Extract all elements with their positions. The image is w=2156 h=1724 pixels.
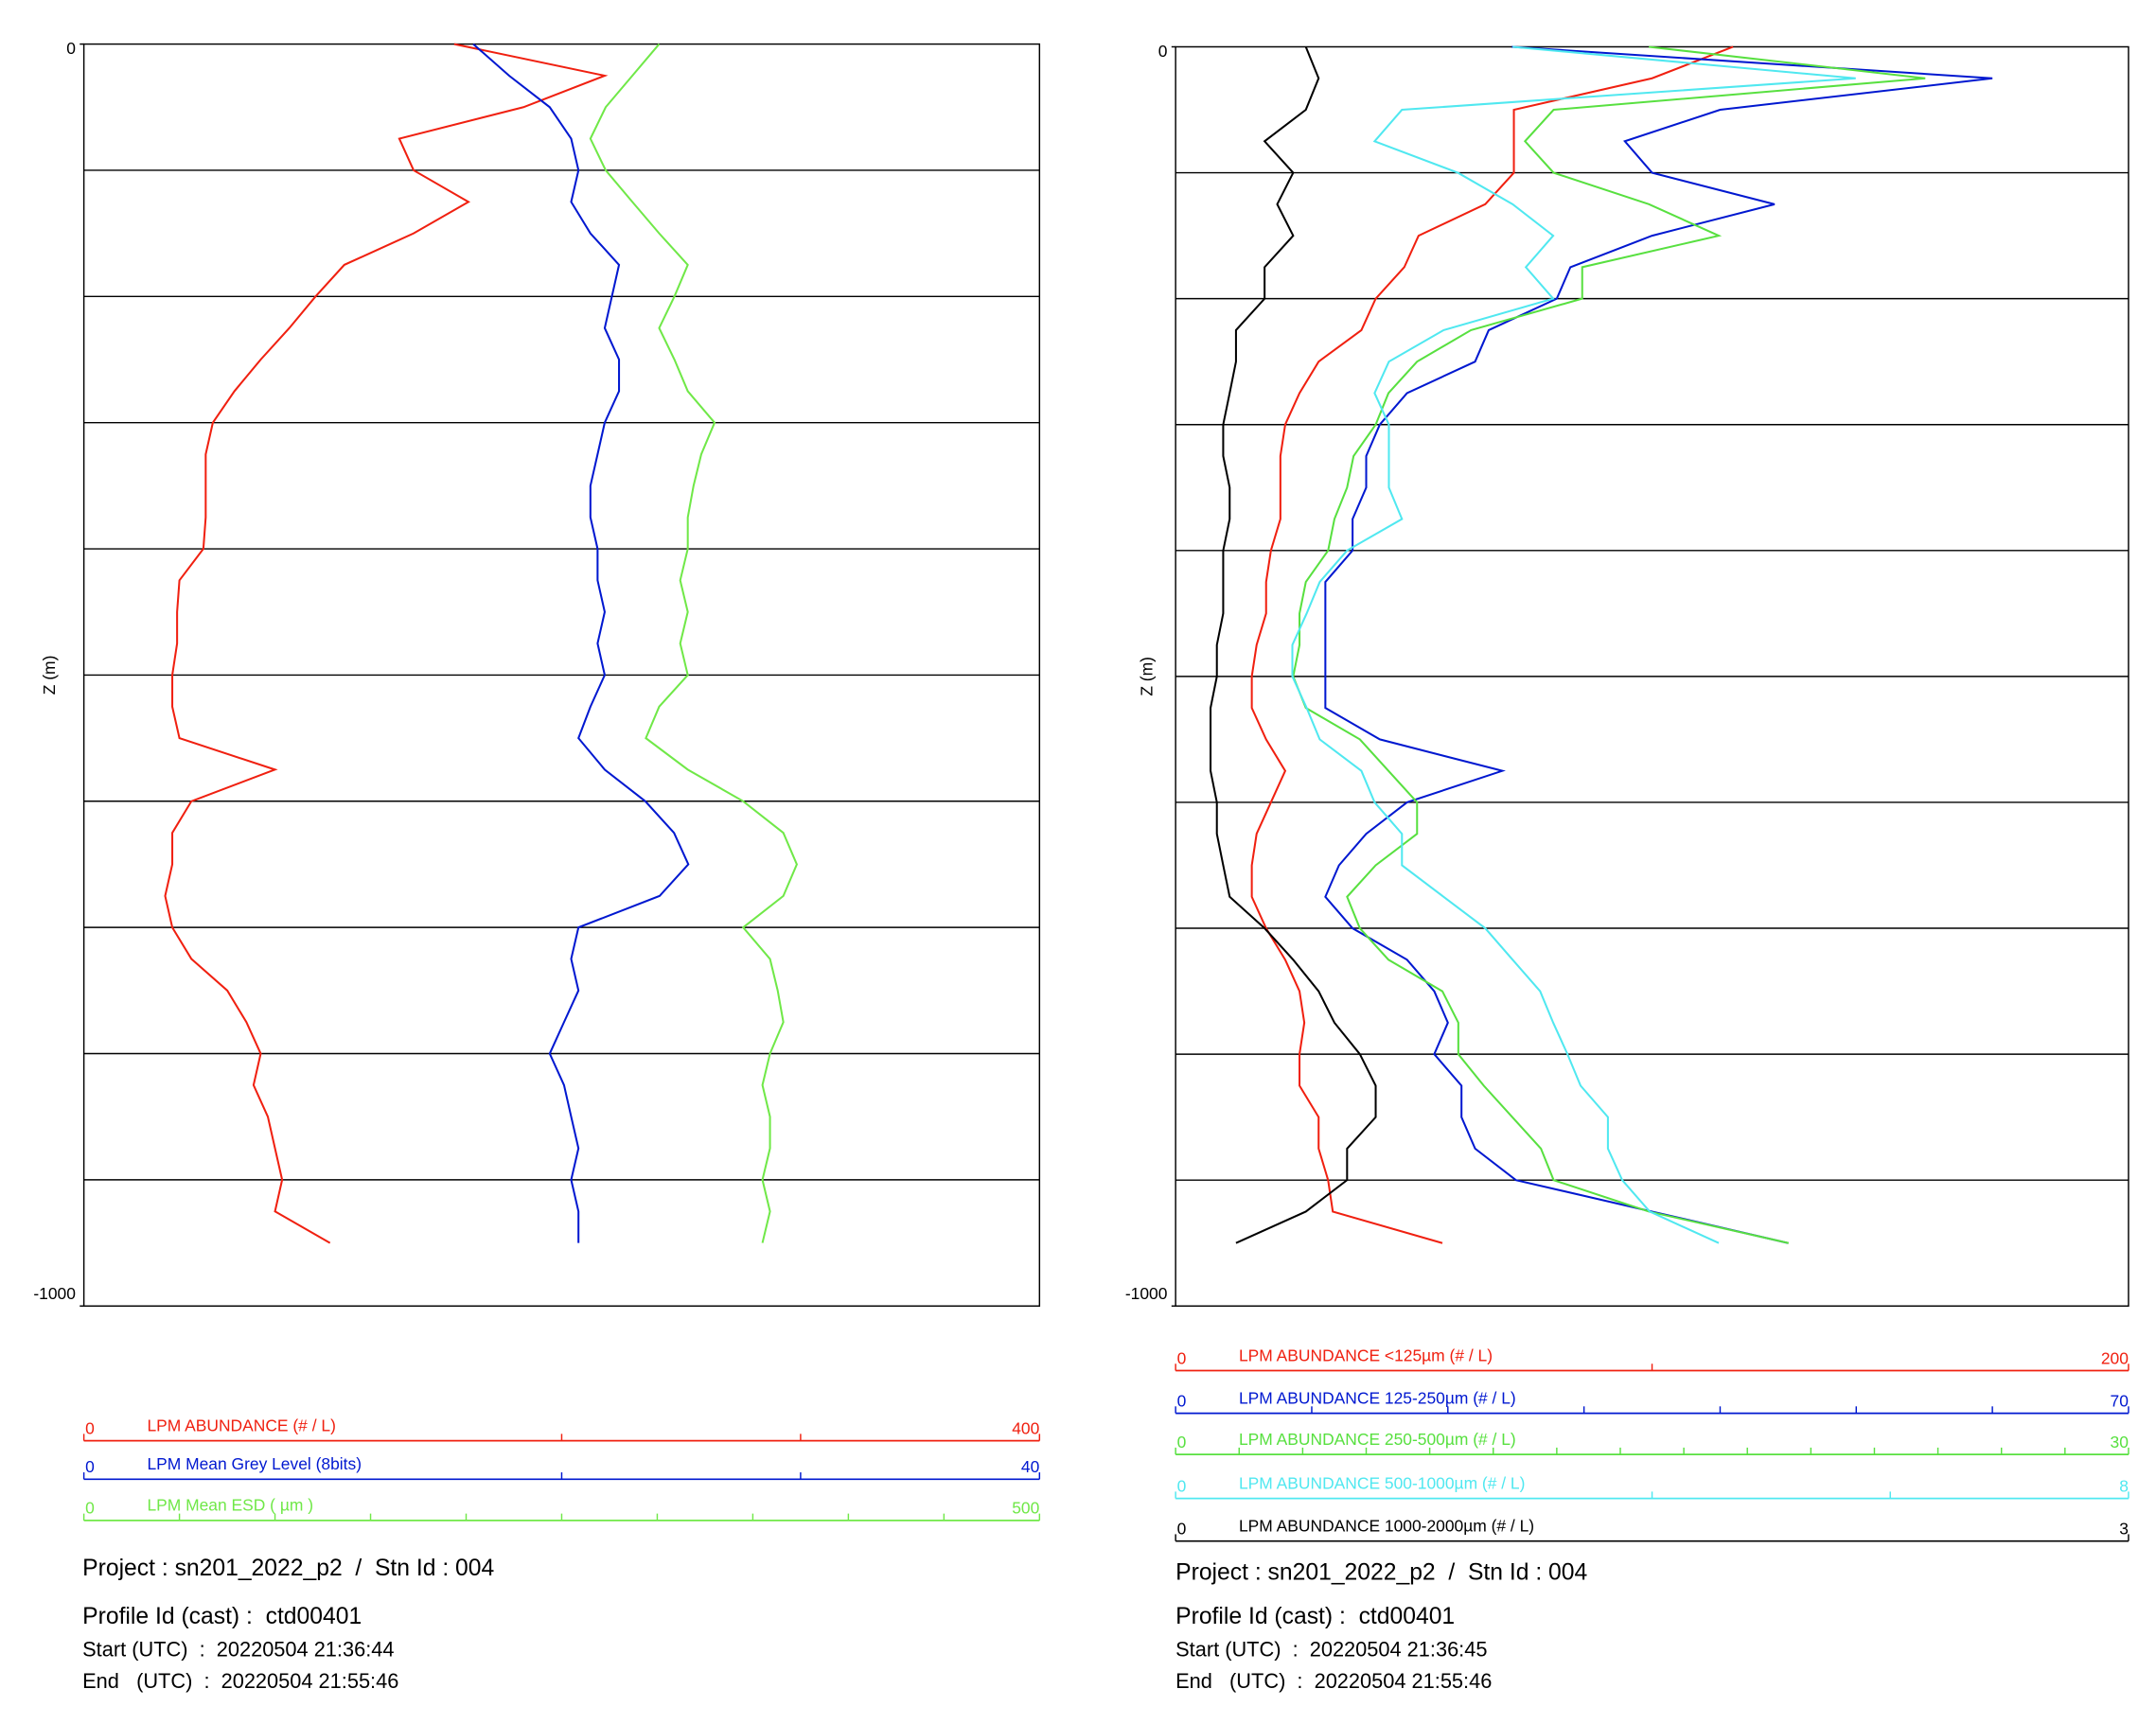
scale-min-label: 0 [1177, 1476, 1187, 1495]
scale-max-label: 8 [2119, 1476, 2129, 1495]
y-axis-label: Z (m) [1137, 657, 1156, 696]
scale-max-label: 400 [1012, 1418, 1039, 1437]
y-tick-label: -1000 [1125, 1284, 1168, 1303]
profile-line [164, 43, 609, 1244]
y-tick-label: 0 [1158, 42, 1168, 61]
scale-max-label: 40 [1021, 1457, 1040, 1476]
profile-info: Project : sn201_2022_p2 / Stn Id : 004 [1175, 1559, 1587, 1585]
legend-label: LPM ABUNDANCE <125µm (# / L) [1239, 1346, 1493, 1364]
scale-max-label: 70 [2111, 1391, 2129, 1410]
profile-line [1250, 45, 1734, 1244]
profile-info: Profile Id (cast) : ctd00401 [1175, 1604, 1455, 1629]
profile-info: Profile Id (cast) : ctd00401 [82, 1604, 362, 1629]
scale-max-label: 500 [1012, 1499, 1039, 1518]
y-tick-label: -1000 [33, 1284, 76, 1303]
legend-label: LPM ABUNDANCE 500-1000µm (# / L) [1239, 1473, 1525, 1492]
profile-info: Start (UTC) : 20220504 21:36:44 [82, 1638, 394, 1662]
y-tick-label: 0 [66, 39, 76, 58]
scale-min-label: 0 [1177, 1391, 1187, 1410]
legend-label: LPM Mean ESD ( µm ) [147, 1496, 313, 1515]
legend-label: LPM Mean Grey Level (8bits) [147, 1454, 362, 1473]
scale-min-label: 0 [85, 1457, 95, 1476]
profile-info: End (UTC) : 20220504 21:55:46 [82, 1669, 398, 1693]
scale-min-label: 0 [85, 1499, 95, 1518]
legend-label: LPM ABUNDANCE (# / L) [147, 1416, 335, 1434]
legend-label: LPM ABUNDANCE 250-500µm (# / L) [1239, 1430, 1516, 1449]
profile-line [1210, 46, 1377, 1244]
profile-line [589, 43, 799, 1243]
scale-min-label: 0 [85, 1418, 95, 1437]
scale-min-label: 0 [1177, 1348, 1187, 1367]
profile-line [1291, 45, 1856, 1244]
legend-label: LPM ABUNDANCE 1000-2000µm (# / L) [1239, 1517, 1534, 1536]
profile-line [472, 43, 690, 1243]
profile-info: Project : sn201_2022_p2 / Stn Id : 004 [82, 1556, 494, 1581]
y-axis-label: Z (m) [40, 656, 59, 695]
profile-line [1324, 45, 1993, 1244]
scale-min-label: 0 [1177, 1433, 1187, 1451]
scale-max-label: 200 [2101, 1348, 2129, 1367]
profile-line [1292, 45, 1926, 1244]
scale-max-label: 3 [2119, 1519, 2129, 1538]
scale-min-label: 0 [1177, 1519, 1187, 1538]
scale-max-label: 30 [2111, 1433, 2129, 1451]
legend-label: LPM ABUNDANCE 125-250µm (# / L) [1239, 1388, 1516, 1407]
profile-info: End (UTC) : 20220504 21:55:46 [1175, 1669, 1492, 1693]
profile-info: Start (UTC) : 20220504 21:36:45 [1175, 1638, 1487, 1662]
